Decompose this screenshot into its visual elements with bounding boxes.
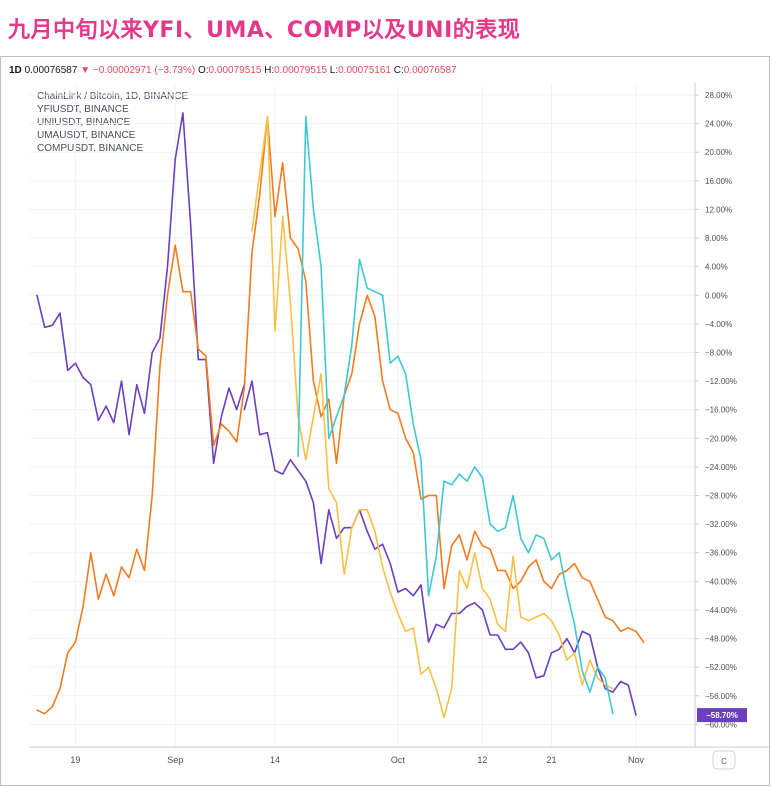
series-line-yfi[interactable] [36, 115, 645, 715]
legend-item-comp[interactable]: COMPUSDT, BINANCE [37, 143, 144, 154]
y-tick-label: −60.00% [705, 720, 737, 729]
x-tick-label: Oct [391, 755, 406, 765]
y-tick-label: −56.00% [705, 692, 737, 701]
last-price: 0.00076587 [24, 65, 78, 76]
last-value-badge: −58.70% [697, 708, 747, 723]
high-label: H: [264, 65, 275, 76]
y-tick-label: 20.00% [705, 148, 732, 157]
series-lines [36, 112, 645, 719]
grid-lines [29, 83, 695, 747]
headline: 九月中旬以来YFI、UMA、COMP以及UNI的表现 [8, 18, 521, 43]
price-change: −0.00002971 (−3.73%) [92, 65, 196, 76]
high-value: 0.00079515 [274, 65, 328, 76]
low-label: L: [329, 65, 339, 76]
close-value: 0.00076587 [403, 65, 457, 76]
y-tick-label: −20.00% [705, 434, 737, 443]
x-tick-label: 12 [477, 755, 487, 765]
y-tick-label: 8.00% [705, 234, 728, 243]
series-line-uni[interactable] [297, 115, 614, 715]
y-tick-label: −16.00% [705, 406, 737, 415]
legend-item-uma[interactable]: UMAUSDT, BINANCE [37, 130, 136, 141]
last-value-badge-text: −58.70% [706, 711, 738, 720]
series-line-link-btc[interactable] [36, 112, 246, 465]
series-line-uma[interactable] [251, 115, 614, 719]
axis-settings-button[interactable]: C [712, 750, 736, 770]
series-legend: ChainLink / Bitcoin, 1D, BINANCE YFIUSDT… [37, 90, 188, 155]
close-label: C: [393, 65, 404, 76]
y-tick-label: −40.00% [705, 577, 737, 586]
x-tick-label: 21 [546, 755, 556, 765]
y-tick-label: −28.00% [705, 492, 737, 501]
line-chart[interactable]: 28.00% 24.00% 20.00% 16.00% 12.00% 8.00% 4.00%… [1, 57, 769, 785]
y-tick-label: 28.00% [705, 91, 732, 100]
chart-panel[interactable]: 1D 0.00076587 ▼ −0.00002971 (−3.73%) O:0… [0, 56, 770, 786]
down-arrow-icon: ▼ [80, 65, 91, 76]
ohlc-readout: 1D 0.00076587 ▼ −0.00002971 (−3.73%) O:0… [9, 65, 457, 76]
low-value: 0.00075161 [338, 65, 391, 76]
x-tick-label: Sep [167, 755, 183, 765]
y-tick-label: −32.00% [705, 520, 737, 529]
y-tick-label: −12.00% [705, 377, 737, 386]
series-line-comp[interactable] [243, 380, 637, 716]
y-tick-label: −8.00% [705, 348, 732, 357]
legend-item-linkbtc[interactable]: ChainLink / Bitcoin, 1D, BINANCE [37, 91, 189, 102]
y-tick-label: −44.00% [705, 606, 737, 615]
time-axis[interactable]: 19 Sep 14 Oct 12 21 Nov [70, 755, 644, 765]
y-tick-label: −36.00% [705, 549, 737, 558]
price-axis[interactable]: 28.00% 24.00% 20.00% 16.00% 12.00% 8.00% 4.00%… [695, 91, 737, 729]
legend-item-yfi[interactable]: YFIUSDT, BINANCE [37, 104, 129, 115]
y-tick-label: 0.00% [705, 291, 728, 300]
y-tick-label: −24.00% [705, 463, 737, 472]
y-tick-label: −52.00% [705, 663, 737, 672]
open-value: 0.00079515 [208, 65, 262, 76]
x-tick-label: 19 [70, 755, 80, 765]
legend-item-uni[interactable]: UNIUSDT, BINANCE [37, 117, 131, 128]
x-tick-label: Nov [628, 755, 645, 765]
y-tick-label: −48.00% [705, 635, 737, 644]
y-tick-label: 16.00% [705, 177, 732, 186]
axis-settings-box[interactable] [712, 750, 736, 770]
last-value-badge-bg [697, 708, 747, 723]
open-label: O: [197, 65, 209, 76]
y-tick-label: −4.00% [705, 320, 732, 329]
interval-label[interactable]: 1D [9, 65, 22, 76]
axis-settings-glyph[interactable]: C [721, 757, 727, 766]
y-tick-label: 24.00% [705, 120, 732, 129]
x-tick-label: 14 [270, 755, 280, 765]
y-tick-label: 4.00% [705, 263, 728, 272]
y-tick-label: 12.00% [705, 205, 732, 214]
